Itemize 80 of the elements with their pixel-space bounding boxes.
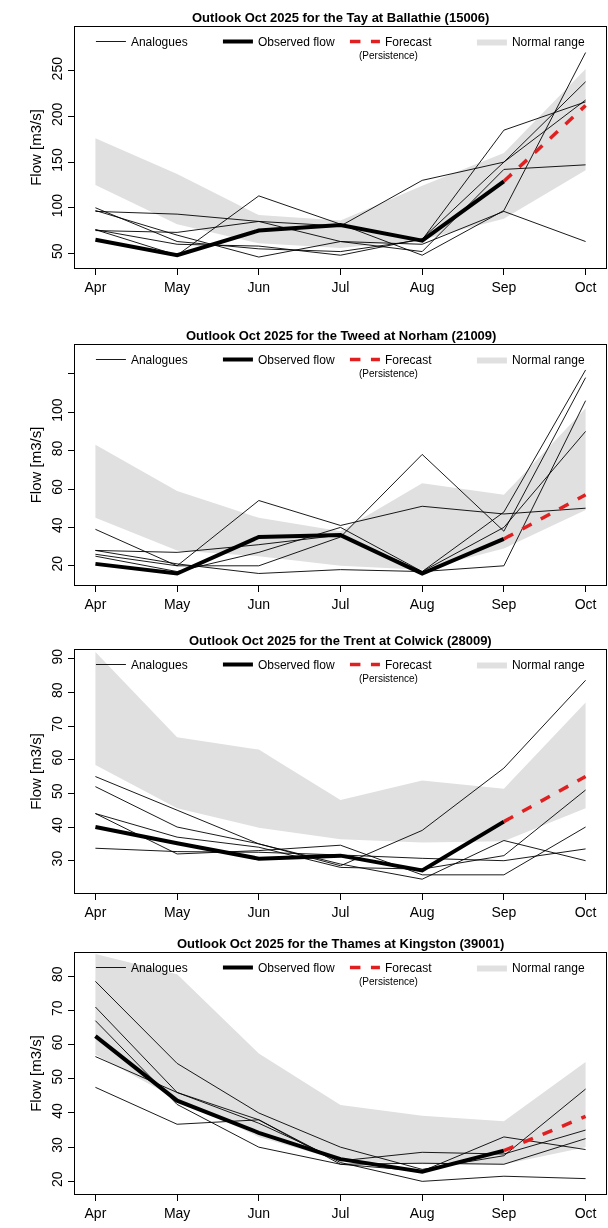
x-tick-label: May [163,1204,191,1221]
y-tick-label: 60 [49,1034,66,1051]
x-tick-label: Sep [491,1204,517,1221]
x-tick-label: Aug [409,278,435,295]
x-tick-label: Jul [331,278,350,295]
x-tick-label: Aug [409,595,435,612]
legend-label: Analogues [130,961,188,976]
y-tick-label: 200 [49,102,66,127]
y-tick-label: 90 [49,648,66,665]
chart-title: Outlook Oct 2025 for the Trent at Colwick (28009) [189,633,492,648]
y-axis-title: Flow [m3/s] [26,733,44,810]
y-tick-label: 20 [49,1171,66,1188]
y-tick-label: 100 [49,193,66,218]
annotation: (Persistence) [359,673,418,684]
x-tick-label: Jul [331,1204,350,1221]
legend-label: Forecast [384,961,433,976]
legend-label: Observed flow [257,961,335,976]
y-tick-label: 20 [49,555,66,572]
legend-label: Forecast [384,658,433,673]
y-tick-label: 80 [49,440,66,457]
y-tick-label: 250 [49,56,66,81]
chart-title: Outlook Oct 2025 for the Tweed at Norham (21009) [186,328,497,343]
y-tick-label: 150 [49,148,66,172]
x-tick-label: Oct [574,278,597,295]
y-tick-label: 50 [49,1068,66,1085]
y-axis-title: Flow [m3/s] [26,426,44,504]
x-tick-label: May [163,595,191,612]
y-tick-label: 40 [49,517,66,534]
legend-label: Forecast [384,353,433,368]
y-tick-label: 60 [49,749,66,766]
x-tick-label: Oct [574,903,597,920]
y-tick-label: 50 [49,243,66,260]
legend-label: Observed flow [257,35,335,50]
legend-label: Normal range [511,35,585,50]
x-tick-label: Jun [247,278,271,295]
chart-title: Outlook Oct 2025 for the Thames at Kingston (39001) [177,936,505,951]
y-tick-label: 70 [49,1000,66,1017]
x-tick-label: May [163,278,191,295]
x-tick-label: Sep [491,903,517,920]
legend-label: Forecast [384,35,433,50]
y-tick-label: 100 [49,398,66,422]
x-tick-label: Jun [247,595,271,612]
x-tick-label: Apr [84,1204,107,1221]
x-tick-label: Oct [574,595,597,612]
y-tick-label: 40 [49,1102,66,1119]
legend-label: Normal range [511,658,585,673]
y-tick-label: 30 [49,850,66,867]
y-axis-title: Flow [m3/s] [26,109,44,186]
y-tick-label: 80 [49,966,66,982]
x-tick-label: Apr [84,903,107,920]
legend-label: Analogues [130,658,188,673]
y-tick-label: 60 [49,478,66,495]
legend-label: Normal range [511,353,585,368]
x-tick-label: Jun [247,903,271,920]
x-tick-label: Oct [574,1204,597,1221]
chart-title: Outlook Oct 2025 for the Tay at Ballathie (15006) [192,10,490,25]
legend-label: Normal range [511,961,585,976]
annotation: (Persistence) [359,368,418,379]
x-tick-label: May [163,903,191,920]
legend-label: Observed flow [257,658,335,673]
x-tick-label: Jul [331,903,350,920]
y-tick-label: 40 [49,816,66,833]
legend-label: Analogues [130,35,188,50]
annotation: (Persistence) [359,50,418,61]
y-tick-label: 30 [49,1137,66,1153]
x-tick-label: Jun [247,1204,271,1221]
legend-label: Analogues [130,353,188,368]
x-tick-label: Jul [331,595,350,612]
x-tick-label: Sep [491,595,517,612]
x-tick-label: Aug [409,1204,435,1221]
x-tick-label: Apr [84,595,107,612]
y-tick-label: 70 [49,715,66,732]
x-tick-label: Apr [84,278,107,295]
y-axis-title: Flow [m3/s] [26,1035,44,1112]
y-tick-label: 50 [49,783,66,800]
legend-label: Observed flow [257,353,335,368]
x-tick-label: Sep [491,278,517,295]
x-tick-label: Aug [409,903,435,920]
annotation: (Persistence) [359,976,418,987]
y-tick-label: 80 [49,682,66,699]
